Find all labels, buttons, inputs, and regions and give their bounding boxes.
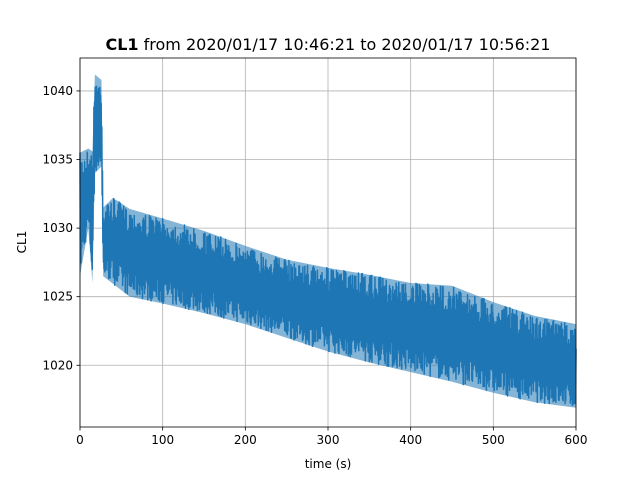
y-tick-label: 1025 xyxy=(42,290,73,304)
chart-title-rest: from 2020/01/17 10:46:21 to 2020/01/17 1… xyxy=(139,35,551,54)
x-tick-label: 600 xyxy=(565,433,588,447)
y-axis-ticks: 1020 1025 1030 1035 1040 xyxy=(42,84,80,372)
chart-title: CL1 from 2020/01/17 10:46:21 to 2020/01/… xyxy=(105,35,550,54)
x-axis-ticks: 0 100 200 300 400 500 600 xyxy=(76,427,587,447)
chart-title-bold: CL1 xyxy=(105,35,138,54)
x-axis-label: time (s) xyxy=(305,457,352,471)
x-tick-label: 500 xyxy=(482,433,505,447)
series-density-band xyxy=(80,74,576,408)
x-tick-label: 200 xyxy=(234,433,257,447)
y-axis-label: CL1 xyxy=(15,231,29,254)
x-tick-label: 400 xyxy=(399,433,422,447)
x-tick-label: 0 xyxy=(76,433,84,447)
y-tick-label: 1030 xyxy=(42,221,73,235)
x-tick-label: 300 xyxy=(317,433,340,447)
series-cl1 xyxy=(79,74,577,408)
y-tick-label: 1020 xyxy=(42,358,73,372)
y-tick-label: 1035 xyxy=(42,153,73,167)
y-tick-label: 1040 xyxy=(42,84,73,98)
x-tick-label: 100 xyxy=(151,433,174,447)
